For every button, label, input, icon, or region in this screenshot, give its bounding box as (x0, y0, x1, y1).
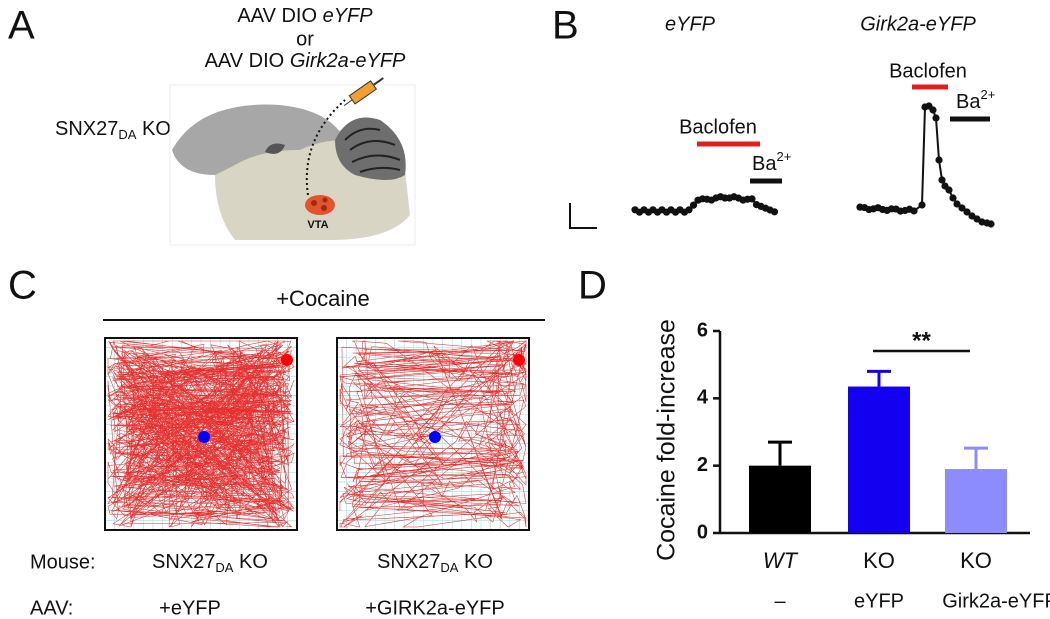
blocker-label: Ba2+ (752, 149, 791, 175)
panel-label: B (552, 4, 579, 48)
trace-point (929, 106, 937, 114)
group-mouse: SNX27DA KO (152, 551, 268, 575)
trace-point (932, 114, 940, 122)
arena-border (336, 337, 530, 531)
construct-gene: eYFP (323, 5, 374, 27)
start-point (429, 431, 441, 443)
gene: SNX27 (377, 551, 440, 573)
end-point (281, 354, 293, 366)
group-aav: +GIRK2a-eYFP (365, 597, 505, 619)
traces (631, 102, 995, 228)
x-tick-label: KO (863, 548, 895, 573)
start-point (198, 431, 210, 443)
trace-title: eYFP (665, 13, 716, 35)
drug-label: Baclofen (679, 116, 757, 138)
trajectory (339, 340, 527, 528)
subscript: DA (118, 127, 136, 142)
trace-point (949, 194, 957, 202)
drug-label: Baclofen (889, 60, 967, 82)
y-tick-label: 6 (697, 319, 708, 341)
end-point (513, 354, 525, 366)
superscript: 2+ (980, 87, 995, 102)
suffix: KO (458, 551, 492, 573)
region-label: VTA (307, 219, 328, 231)
error-bar (867, 369, 891, 387)
x-tick-label: KO (960, 548, 992, 573)
x-sublabel: eYFP (854, 590, 904, 612)
superscript: 2+ (776, 149, 791, 164)
bar-chart: 0 2 4 6 Cocaine fold-increase WT – KO eYFP KO Girk… (653, 319, 1050, 612)
y-tick-label: 0 (697, 521, 708, 543)
condition: +Cocaine (276, 286, 370, 311)
construct-gene: Girk2a-eYFP (290, 50, 406, 72)
y-tick-label: 2 (697, 454, 708, 476)
bar (749, 465, 811, 533)
trace-point (770, 208, 779, 216)
blocker: Ba (956, 91, 981, 113)
trace-point (748, 195, 756, 203)
construct-prefix: AAV DIO (205, 50, 290, 72)
panel-label: A (8, 4, 35, 48)
trace-point (918, 201, 926, 209)
arenas (104, 337, 530, 531)
gene: SNX27 (55, 118, 118, 140)
suffix: KO (233, 551, 267, 573)
group-aav: +eYFP (159, 597, 221, 619)
subscript: DA (215, 560, 233, 575)
significance-label: ** (912, 327, 931, 354)
trace-point (945, 186, 953, 194)
error-bar (768, 440, 792, 466)
group-mouse: SNX27DA KO (377, 551, 493, 575)
row-label: Mouse: (30, 551, 96, 573)
y-tick-label: 4 (697, 387, 709, 409)
trace-point (987, 220, 995, 228)
blocker-label: Ba2+ (956, 87, 995, 113)
brain-illustration: VTA (169, 77, 416, 246)
trace-point (935, 156, 943, 164)
error-bar (964, 446, 988, 470)
arena-border (104, 337, 298, 531)
x-sublabel: Girk2a-eYFP (942, 590, 1050, 612)
trajectory (106, 340, 295, 528)
construct-2: AAV DIO Girk2a-eYFP (205, 50, 406, 72)
x-tick-label: WT (763, 548, 799, 573)
trace-point (938, 176, 946, 184)
bar (945, 469, 1007, 533)
construct-prefix: AAV DIO (237, 5, 322, 27)
trace-point (953, 200, 961, 208)
trace-point (910, 207, 918, 215)
or-text: or (296, 28, 314, 50)
gene: SNX27 (152, 551, 215, 573)
trace-title: Girk2a-eYFP (860, 13, 976, 35)
y-axis-label: Cocaine fold-increase (653, 319, 681, 561)
bar (848, 386, 910, 533)
trace-point (689, 201, 698, 209)
trace-point (685, 206, 693, 214)
suffix: KO (136, 118, 170, 140)
blocker: Ba (752, 153, 777, 175)
trace-point (963, 208, 971, 216)
mouse-line: SNX27DA KO (55, 118, 171, 142)
row-label: AAV: (30, 597, 73, 619)
panel-label: D (578, 264, 607, 308)
subscript: DA (440, 560, 458, 575)
trace-point (958, 204, 966, 212)
x-sublabel: – (774, 590, 786, 612)
panel-label: C (8, 264, 37, 308)
scale-bar (569, 203, 597, 229)
construct-1: AAV DIO eYFP (237, 5, 373, 27)
